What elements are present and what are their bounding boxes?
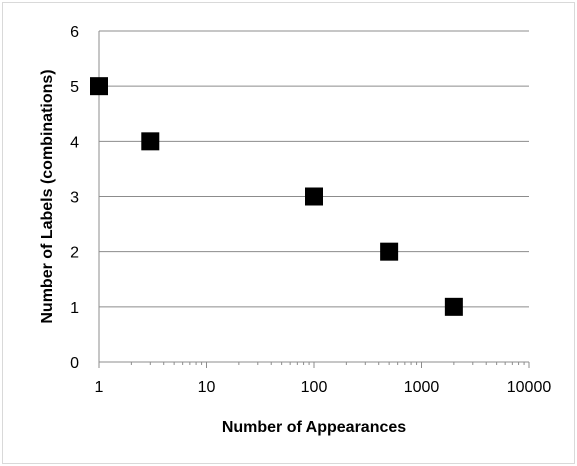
gridlines xyxy=(99,30,529,308)
x-tick-label: 10 xyxy=(198,379,216,396)
y-tick-label: 5 xyxy=(70,79,79,96)
data-point-4 xyxy=(380,242,399,261)
y-tick-label: 1 xyxy=(70,300,79,317)
axes xyxy=(98,31,530,368)
data-point-5 xyxy=(444,297,463,316)
x-axis-title: Number of Appearances xyxy=(222,419,406,436)
x-tick-label: 10000 xyxy=(507,379,552,396)
y-tick-label: 6 xyxy=(70,24,79,41)
data-point-1 xyxy=(90,77,108,96)
data-point-2 xyxy=(141,132,160,151)
y-tick-label: 3 xyxy=(70,190,79,207)
x-tick-label: 1000 xyxy=(404,379,440,396)
x-tick-label: 100 xyxy=(301,379,328,396)
data-point-3 xyxy=(305,187,323,206)
y-tick-label: 4 xyxy=(70,134,79,151)
y-tick-label: 2 xyxy=(70,245,79,262)
y-tick-label: 0 xyxy=(70,355,79,372)
data-points xyxy=(90,77,463,316)
y-axis-title: Number of Labels (combinations) xyxy=(39,69,56,323)
x-tick-label: 1 xyxy=(95,379,104,396)
